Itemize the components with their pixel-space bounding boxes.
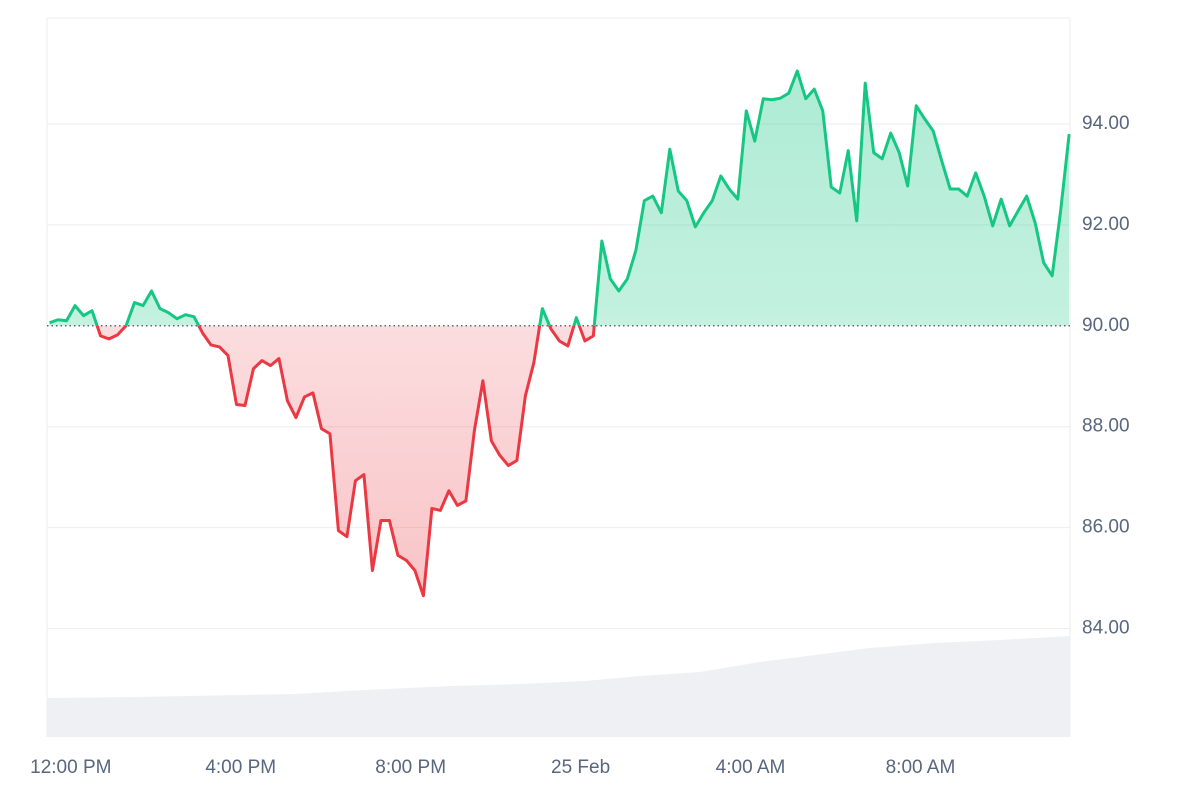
x-tick-label: 8:00 PM (375, 757, 446, 778)
y-tick-label: 90.00 (1082, 315, 1130, 336)
x-tick-label: 4:00 AM (716, 757, 786, 778)
y-tick-label: 92.00 (1082, 214, 1130, 235)
y-tick-label: 86.00 (1082, 517, 1130, 538)
x-tick-label: 4:00 PM (205, 757, 276, 778)
x-tick-label: 12:00 PM (30, 757, 111, 778)
volume-backdrop (47, 636, 1070, 737)
price-line-down (95, 325, 596, 598)
y-tick-label: 88.00 (1082, 416, 1130, 437)
y-tick-label: 84.00 (1082, 618, 1130, 639)
y-tick-label: 94.00 (1082, 113, 1130, 134)
x-tick-label: 8:00 AM (886, 757, 956, 778)
area-down (97, 325, 595, 596)
x-tick-label: 25 Feb (551, 757, 610, 778)
price-line-up (49, 69, 1071, 326)
area-up (49, 70, 1070, 326)
